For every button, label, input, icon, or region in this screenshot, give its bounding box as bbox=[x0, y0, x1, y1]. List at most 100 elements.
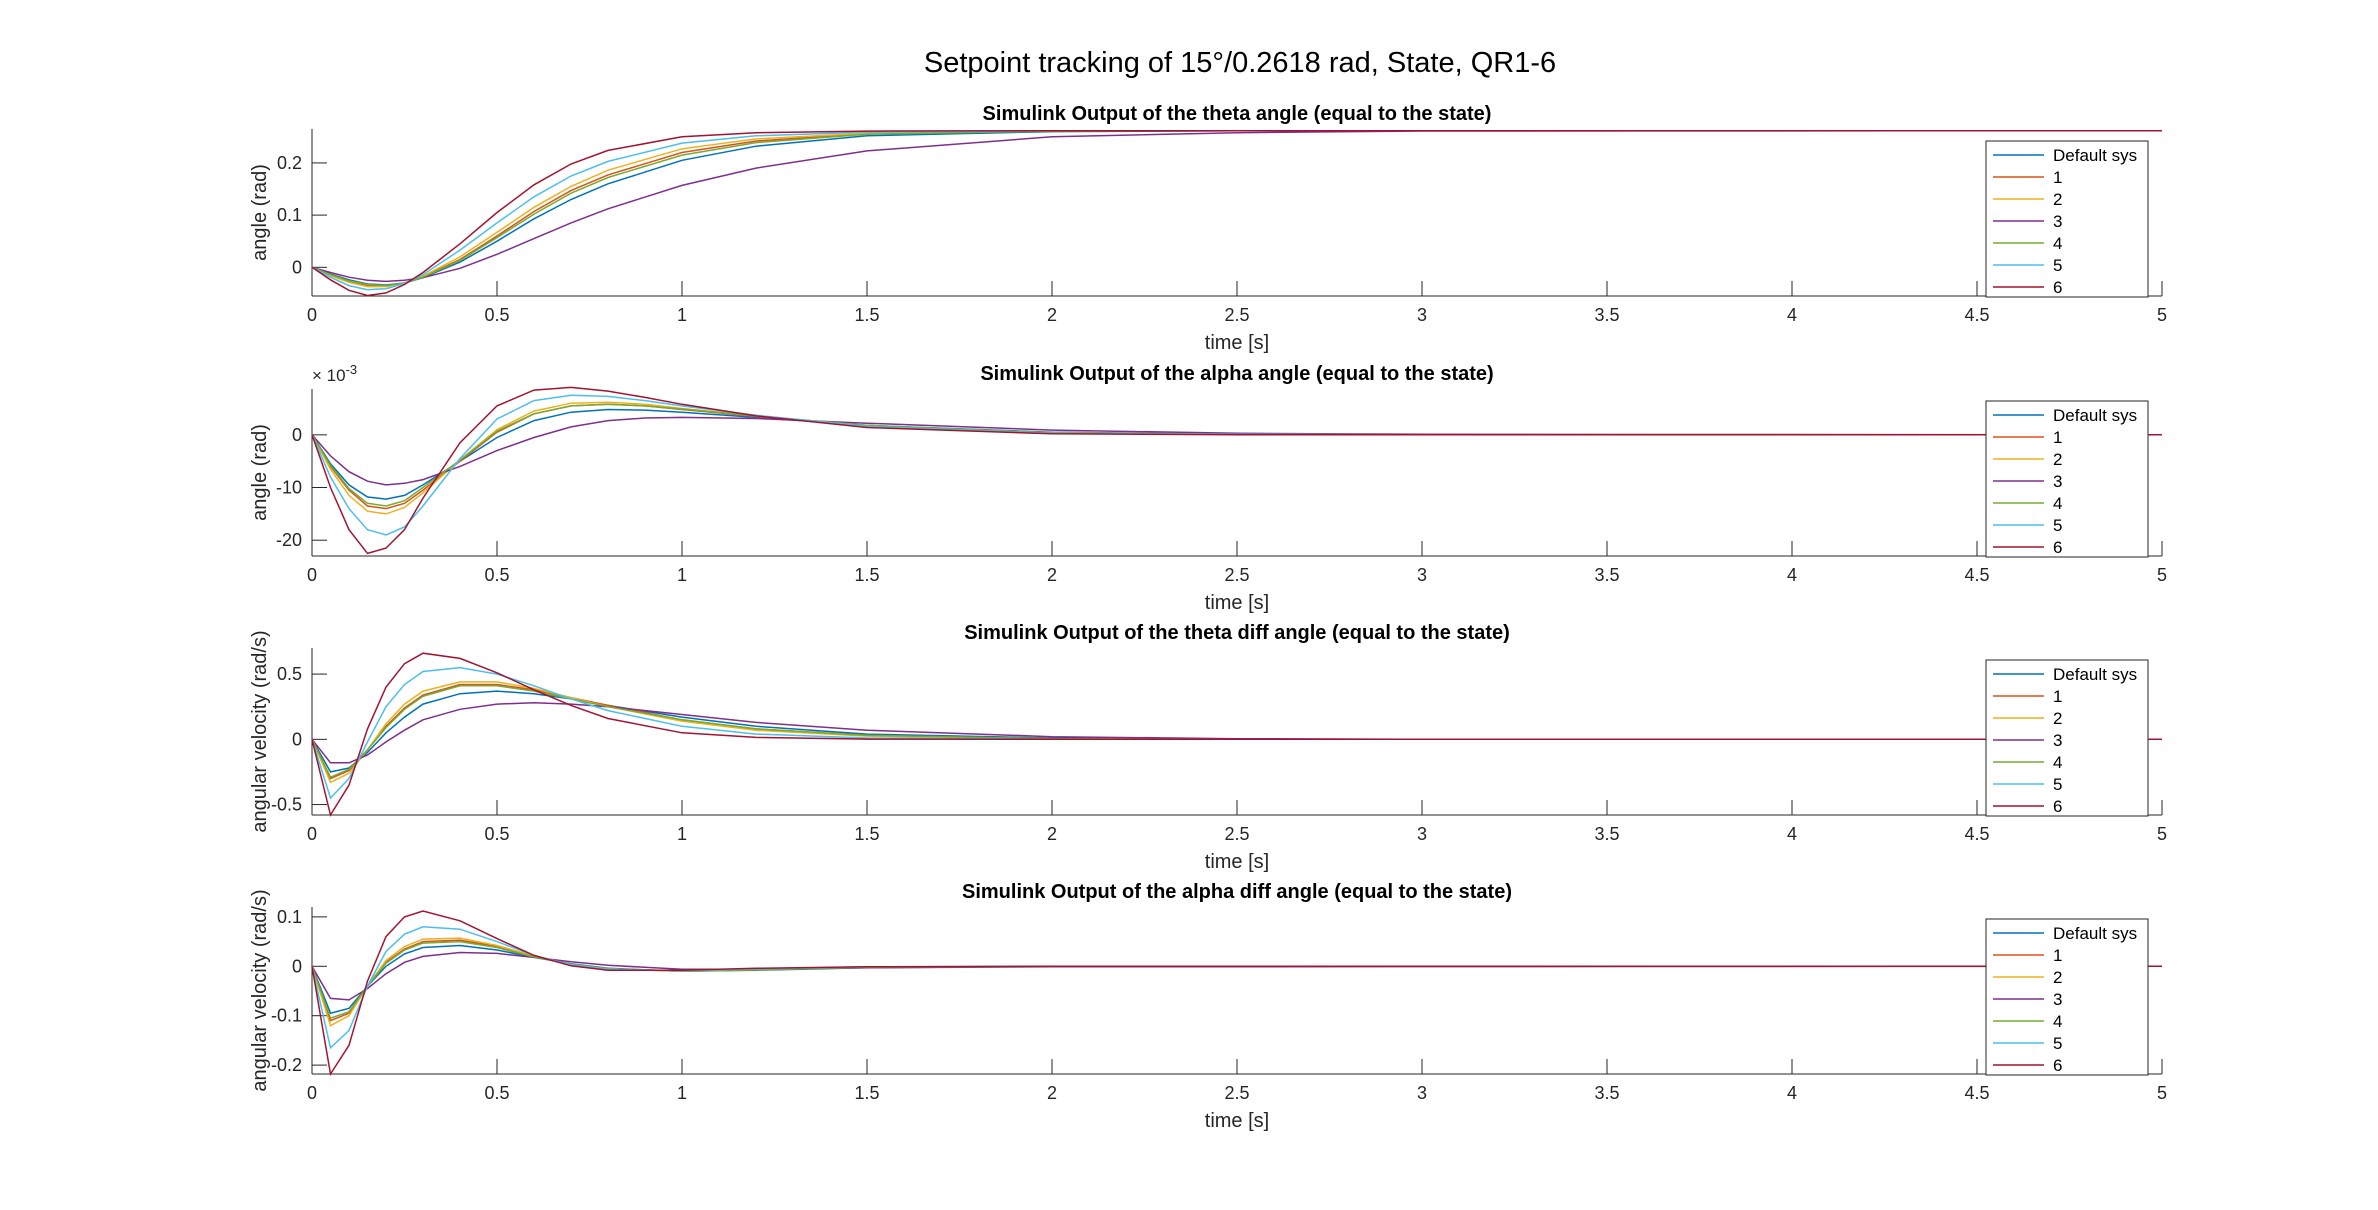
subplot-1: 0 0.5 1 1.5 2 2.5 3 3.5 4 4.5 5 0 0.1 0.2 Simulink Out… bbox=[249, 103, 2167, 354]
y-tick-label: -0.1 bbox=[271, 1006, 302, 1026]
x-tick-label: 0.5 bbox=[484, 305, 509, 325]
y-tick-label: -0.5 bbox=[271, 795, 302, 815]
x-tick-label: 0 bbox=[307, 824, 317, 844]
legend-label: Default sys bbox=[2053, 406, 2137, 425]
legend-label: 3 bbox=[2053, 472, 2062, 491]
y-tick-label: 0 bbox=[292, 956, 302, 976]
legend-box bbox=[1985, 400, 2149, 558]
x-tick-label: 2 bbox=[1047, 1083, 1057, 1103]
legend-box bbox=[1985, 659, 2149, 817]
legend-label: 6 bbox=[2053, 797, 2062, 816]
series-line-6 bbox=[311, 386, 2162, 555]
y-exponent-base: × 10 bbox=[312, 366, 346, 385]
series-line-3 bbox=[311, 129, 2163, 283]
legend-label: 4 bbox=[2053, 494, 2062, 513]
x-tick-label: 2 bbox=[1047, 565, 1057, 585]
y-tick-label: 0 bbox=[292, 425, 302, 445]
subplot-title: Simulink Output of the theta angle (equa… bbox=[983, 103, 1492, 125]
legend-label: 5 bbox=[2053, 516, 2062, 535]
y-axis-label: angular velocity (rad/s) bbox=[249, 889, 271, 1091]
y-tick-label: -0.2 bbox=[271, 1055, 302, 1075]
legend-label: Default sys bbox=[2053, 924, 2137, 943]
subplot-title: Simulink Output of the alpha angle (equa… bbox=[980, 363, 1493, 385]
x-tick-label: 4.5 bbox=[1964, 1083, 1989, 1103]
legend-label: 3 bbox=[2053, 990, 2062, 1009]
series-line-6 bbox=[311, 652, 2162, 817]
x-tick-label: 3.5 bbox=[1594, 305, 1619, 325]
x-tick-label: 4.5 bbox=[1964, 305, 1989, 325]
subplot-title: Simulink Output of the theta diff angle … bbox=[964, 622, 1510, 644]
legend-label: 6 bbox=[2053, 538, 2062, 557]
y-tick-label: 0 bbox=[292, 729, 302, 749]
x-tick-label: 3 bbox=[1417, 1083, 1427, 1103]
x-tick-label: 5 bbox=[2157, 305, 2167, 325]
x-tick-label: 4 bbox=[1787, 305, 1797, 325]
legend-label: 4 bbox=[2053, 1012, 2062, 1031]
series-line-6 bbox=[311, 129, 2162, 297]
x-tick-label: 3 bbox=[1417, 565, 1427, 585]
legend-label: 6 bbox=[2053, 1056, 2062, 1075]
series-line-3 bbox=[311, 416, 2163, 486]
x-tick-label: 3.5 bbox=[1594, 565, 1619, 585]
legend-label: Default sys bbox=[2053, 146, 2137, 165]
subplot-title: Simulink Output of the alpha diff angle … bbox=[962, 881, 1512, 903]
x-tick-label: 0 bbox=[307, 305, 317, 325]
y-exponent-power: -3 bbox=[346, 362, 358, 377]
y-exponent-label: × 10-3 bbox=[312, 362, 357, 385]
figure-title: Setpoint tracking of 15°/0.2618 rad, Sta… bbox=[924, 47, 1556, 79]
x-tick-label: 4.5 bbox=[1964, 565, 1989, 585]
legend-label: 4 bbox=[2053, 234, 2062, 253]
x-tick-label: 5 bbox=[2157, 1083, 2167, 1103]
subplot-4: 0 0.5 1 1.5 2 2.5 3 3.5 4 4.5 5 -0.2 -0.1 0 0.1 Simulin… bbox=[249, 881, 2167, 1132]
legend-label: 2 bbox=[2053, 709, 2062, 728]
x-tick-label: 2 bbox=[1047, 824, 1057, 844]
series-line-4 bbox=[311, 940, 2162, 1020]
x-tick-label: 5 bbox=[2157, 824, 2167, 844]
legend-label: 2 bbox=[2053, 190, 2062, 209]
x-axis-label: time [s] bbox=[1205, 1110, 1269, 1132]
series-line-3 bbox=[311, 702, 2162, 764]
legend-label: 2 bbox=[2053, 450, 2062, 469]
legend-label: 1 bbox=[2053, 687, 2062, 706]
legend-label: 1 bbox=[2053, 168, 2062, 187]
legend-label: 1 bbox=[2053, 428, 2062, 447]
x-tick-label: 3.5 bbox=[1594, 1083, 1619, 1103]
y-tick-label: 0.2 bbox=[277, 153, 302, 173]
x-tick-label: 1 bbox=[677, 1083, 687, 1103]
y-tick-label: 0.5 bbox=[277, 664, 302, 684]
y-tick-label: 0.1 bbox=[277, 205, 302, 225]
y-tick-label: -10 bbox=[276, 478, 302, 498]
x-tick-label: 0.5 bbox=[484, 824, 509, 844]
x-axis-label: time [s] bbox=[1205, 851, 1269, 873]
legend-box bbox=[1985, 918, 2149, 1076]
legend-label: 1 bbox=[2053, 946, 2062, 965]
x-tick-label: 2.5 bbox=[1224, 565, 1249, 585]
y-tick-label: 0 bbox=[292, 257, 302, 277]
x-tick-label: 1 bbox=[677, 305, 687, 325]
x-tick-label: 4 bbox=[1787, 565, 1797, 585]
x-axis-label: time [s] bbox=[1205, 592, 1269, 614]
y-tick-label: 0.1 bbox=[277, 907, 302, 927]
x-axis-label: time [s] bbox=[1205, 332, 1269, 354]
y-tick-label: -20 bbox=[276, 530, 302, 550]
series-line-6 bbox=[311, 910, 2162, 1077]
x-tick-label: 2.5 bbox=[1224, 305, 1249, 325]
x-tick-label: 2.5 bbox=[1224, 824, 1249, 844]
x-tick-label: 1.5 bbox=[854, 1083, 879, 1103]
x-tick-label: 3 bbox=[1417, 824, 1427, 844]
legend-box bbox=[1985, 140, 2149, 298]
x-tick-label: 0.5 bbox=[484, 565, 509, 585]
subplots-container: 0 0.5 1 1.5 2 2.5 3 3.5 4 4.5 5 0 0.1 0.2 Simulink Out… bbox=[249, 103, 2167, 1132]
legend-label: 3 bbox=[2053, 731, 2062, 750]
legend-label: 2 bbox=[2053, 968, 2062, 987]
x-tick-label: 0 bbox=[307, 1083, 317, 1103]
x-tick-label: 0.5 bbox=[484, 1083, 509, 1103]
x-tick-label: 4.5 bbox=[1964, 824, 1989, 844]
x-tick-label: 4 bbox=[1787, 824, 1797, 844]
x-tick-label: 1.5 bbox=[854, 824, 879, 844]
x-tick-label: 5 bbox=[2157, 565, 2167, 585]
legend-label: 5 bbox=[2053, 1034, 2062, 1053]
x-tick-label: 3.5 bbox=[1594, 824, 1619, 844]
